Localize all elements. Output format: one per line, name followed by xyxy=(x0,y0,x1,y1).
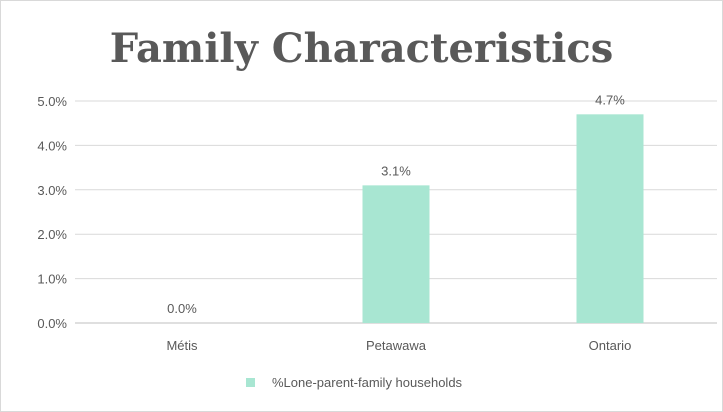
x-tick-label: Métis xyxy=(166,338,198,353)
y-tick-label: 2.0% xyxy=(37,227,67,242)
bar-petawawa[interactable] xyxy=(362,185,430,323)
y-tick-label: 3.0% xyxy=(37,183,67,198)
legend-label: %Lone-parent-family households xyxy=(272,375,463,390)
y-tick-label: 5.0% xyxy=(37,94,67,109)
data-label: 3.1% xyxy=(381,163,411,178)
data-label: 0.0% xyxy=(167,301,197,316)
y-tick-label: 4.0% xyxy=(37,138,67,153)
y-tick-label: 0.0% xyxy=(37,316,67,331)
y-tick-label: 1.0% xyxy=(37,272,67,287)
x-tick-label: Petawawa xyxy=(366,338,427,353)
data-label: 4.7% xyxy=(595,92,625,107)
legend-swatch xyxy=(246,378,255,387)
bar-ontario[interactable] xyxy=(576,114,644,323)
x-tick-label: Ontario xyxy=(589,338,632,353)
chart-title: Family Characteristics xyxy=(109,25,614,72)
